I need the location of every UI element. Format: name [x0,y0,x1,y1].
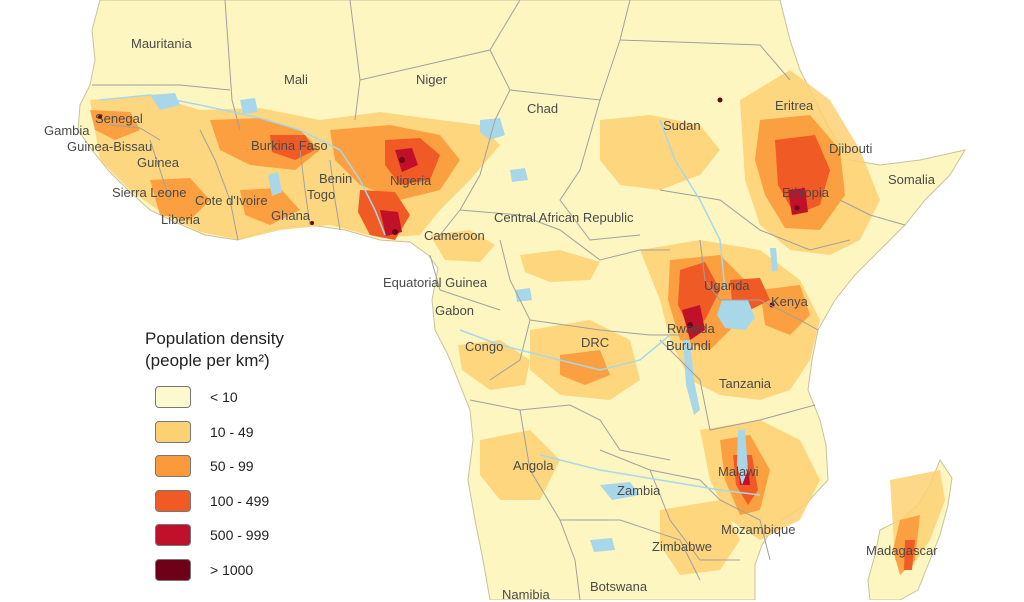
label-botswana: Botswana [590,579,648,594]
label-niger: Niger [416,72,448,87]
label-zambia: Zambia [617,483,661,498]
country-borders [92,0,906,600]
label-equatorial-guinea: Equatorial Guinea [383,275,488,290]
label-burkina-faso: Burkina Faso [251,138,328,153]
label-malawi: Malawi [718,464,759,479]
lake-tanganyika [683,340,700,415]
legend-swatch [155,455,191,477]
label-kenya: Kenya [771,294,808,309]
legend-item-label: 500 - 999 [210,527,270,543]
label-chad: Chad [527,101,559,116]
legend-swatch [155,489,191,512]
label-eritrea: Eritrea [775,98,814,113]
lake-volta [268,172,282,196]
label-guinea-bissau: Guinea-Bissau [67,139,153,154]
label-guinea: Guinea [137,155,179,170]
label-mali: Mali [284,72,308,87]
legend-item-label: > 1000 [210,561,254,578]
legend-item: 500 - 999 [155,522,269,548]
label-namibia: Namibia [502,587,550,602]
rivers [99,94,761,496]
label-mauritania: Mauritania [131,36,192,51]
label-uganda: Uganda [704,278,750,293]
label-sudan: Sudan [663,118,701,133]
map-legend: Population density (people per km²) < 10… [145,328,345,581]
lake-turkana [770,248,778,272]
legend-item-label: 10 - 49 [210,423,254,440]
label-nigeria: Nigeria [390,173,432,188]
label-cameroon: Cameroon [424,228,485,243]
legend-item: 50 - 99 [155,453,254,479]
label-congo: Congo [465,339,504,354]
label-central-african-republic: Central African Republic [494,210,634,225]
legend-item: < 10 [155,384,238,410]
legend-swatch [155,524,191,546]
label-rwanda: Rwanda [667,321,715,336]
label-gabon: Gabon [435,303,475,318]
legend-swatch [155,558,191,581]
label-drc: DRC [581,335,610,350]
lake-victoria [717,300,755,330]
legend-item-label: 50 - 99 [210,458,254,474]
legend-item-label: < 10 [210,389,238,405]
label-somalia: Somalia [888,172,935,187]
label-senegal: Senegal [95,111,143,126]
legend-swatch [155,420,191,443]
legend-item-label: 100 - 499 [210,492,270,509]
label-mozambique: Mozambique [721,522,796,537]
label-zimbabwe: Zimbabwe [652,539,712,554]
label-gambia: Gambia [44,123,90,138]
label-togo: Togo [307,187,336,202]
label-madagascar: Madagascar [866,543,938,558]
label-ghana: Ghana [271,208,311,223]
label-sierra-leone: Sierra Leone [112,185,187,200]
legend-title-line2: (people per km²) [145,351,270,370]
legend-item: 10 - 49 [155,419,254,445]
label-tanzania: Tanzania [719,376,772,391]
label-ethiopia: Ethiopia [782,185,829,200]
label-benin: Benin [319,171,353,186]
lake-malawi [737,430,748,485]
legend-item: 100 - 499 [155,488,269,514]
label-angola: Angola [513,458,554,473]
legend-title: Population density (people per km²) [145,328,345,372]
label-burundi: Burundi [666,338,711,353]
legend-title-line1: Population density [145,329,284,348]
label-cote-divoire: Cote d'Ivoire [195,193,268,208]
legend-item: > 1000 [155,557,253,583]
label-djibouti: Djibouti [829,141,873,156]
legend-swatch [155,386,191,408]
label-liberia: Liberia [161,212,201,227]
